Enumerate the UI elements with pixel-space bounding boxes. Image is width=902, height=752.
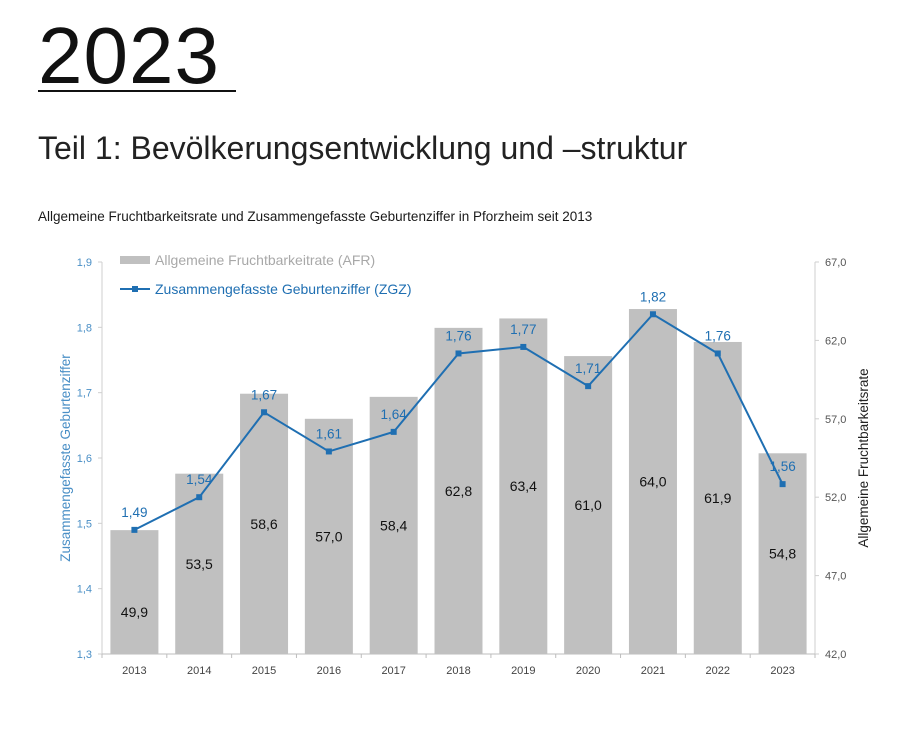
- bar-value-label: 62,8: [445, 483, 472, 499]
- x-axis-tick-label: 2015: [252, 665, 276, 677]
- left-axis-tick-label: 1,3: [77, 649, 92, 661]
- legend-label-afr: Allgemeine Fruchtbarkeitrate (AFR): [155, 252, 375, 268]
- zgz-value-label: 1,61: [316, 426, 342, 441]
- x-axis-tick-label: 2021: [641, 665, 665, 677]
- combo-chart: 1,3 1,4 1,5 1,6 1,7 1,8 1,9 42,0 47,0 52,0 57,0 62,…: [58, 252, 871, 677]
- zgz-value-label: 1,54: [186, 472, 213, 487]
- bar-value-label: 49,9: [121, 604, 148, 620]
- bar-2013: [110, 530, 159, 654]
- zgz-value-label: 1,56: [769, 459, 795, 474]
- bar-value-label: 63,4: [510, 478, 537, 494]
- x-axis-tick-label: 2016: [317, 665, 341, 677]
- left-axis-tick-label: 1,7: [77, 388, 92, 400]
- bar-2019: [499, 318, 548, 654]
- bar-2020: [564, 356, 613, 654]
- bar-value-label: 61,9: [704, 490, 731, 506]
- zgz-value-label: 1,77: [510, 322, 536, 337]
- x-axis-tick-label: 2013: [122, 665, 146, 677]
- zgz-point-2019: [520, 343, 527, 350]
- left-axis-tick-label: 1,5: [77, 518, 92, 530]
- legend-swatch-zgz-marker: [132, 286, 138, 292]
- chart-axes: 1,3 1,4 1,5 1,6 1,7 1,8 1,9 42,0 47,0 52,0 57,0 62,…: [58, 257, 871, 677]
- bar-2014: [175, 473, 224, 654]
- zgz-value-label: 1,67: [251, 387, 277, 402]
- zgz-point-2013: [131, 526, 138, 533]
- legend-swatch-afr: [120, 256, 150, 264]
- zgz-value-label: 1,76: [705, 328, 731, 343]
- x-axis-tick-label: 2022: [706, 665, 730, 677]
- x-axis-tick-label: 2018: [446, 665, 470, 677]
- year-heading-underline: [38, 90, 236, 92]
- bar-2016: [304, 418, 353, 654]
- zgz-point-2022: [714, 350, 721, 357]
- zgz-point-2017: [390, 428, 397, 435]
- bar-2015: [240, 393, 289, 654]
- bar-value-label: 61,0: [575, 497, 602, 513]
- zgz-value-label: 1,82: [640, 289, 666, 304]
- right-axis-tick-label: 67,0: [825, 257, 846, 269]
- bar-2021: [628, 309, 677, 654]
- x-axis-tick-label: 2023: [770, 665, 794, 677]
- bar-value-label: 57,0: [315, 528, 342, 544]
- zgz-point-2014: [196, 494, 203, 501]
- bar-2022: [693, 341, 742, 654]
- zgz-value-label: 1,49: [121, 505, 147, 520]
- bar-2017: [369, 396, 418, 654]
- bar-value-label: 58,4: [380, 517, 407, 533]
- chart-legend: Allgemeine Fruchtbarkeitrate (AFR) Zusamm…: [120, 252, 412, 297]
- zgz-value-label: 1,76: [445, 328, 471, 343]
- right-axis-tick-label: 62,0: [825, 335, 846, 347]
- zgz-value-label: 1,71: [575, 361, 601, 376]
- left-axis-tick-label: 1,6: [77, 453, 92, 465]
- right-axis-tick-label: 57,0: [825, 414, 846, 426]
- zgz-point-2021: [649, 311, 656, 318]
- bar-series: 49,9 53,5 58,6 57,0 58,4 62,8 63,4 61,0 64,0 61,9…: [110, 309, 807, 654]
- bar-value-label: 58,6: [250, 516, 277, 532]
- legend-label-zgz: Zusammengefasste Geburtenziffer (ZGZ): [155, 281, 412, 297]
- x-axis-tick-label: 2014: [187, 665, 211, 677]
- chart-caption: Allgemeine Fruchtbarkeitsrate und Zusamm…: [38, 209, 593, 224]
- left-axis-title: Zusammengefasste Geburtenziffer: [58, 354, 73, 562]
- left-axis-tick-label: 1,8: [77, 322, 92, 334]
- section-heading: Teil 1: Bevölkerungsentwicklung und –str…: [38, 130, 688, 166]
- year-heading: 2023: [38, 11, 220, 100]
- right-axis-title: Allgemeine Fruchtbarkeitsrate: [856, 368, 871, 547]
- bar-value-label: 53,5: [186, 556, 213, 572]
- zgz-point-2015: [261, 409, 268, 416]
- zgz-value-label: 1,64: [381, 407, 408, 422]
- bar-value-label: 54,8: [769, 546, 796, 562]
- bar-2018: [434, 327, 483, 654]
- zgz-point-2023: [779, 481, 786, 488]
- zgz-point-2016: [325, 448, 332, 455]
- right-axis-tick-label: 52,0: [825, 492, 846, 504]
- x-axis-tick-label: 2020: [576, 665, 600, 677]
- zgz-point-2020: [585, 383, 592, 390]
- x-axis-tick-label: 2019: [511, 665, 535, 677]
- x-axis-tick-label: 2017: [381, 665, 405, 677]
- zgz-point-2018: [455, 350, 462, 357]
- line-series: 1,49 1,54 1,67 1,61 1,64 1,76 1,77 1,71 1,82 1,76…: [121, 289, 796, 533]
- bar-value-label: 64,0: [639, 474, 666, 490]
- left-axis-tick-label: 1,4: [77, 584, 92, 596]
- right-axis-tick-label: 47,0: [825, 571, 846, 583]
- left-axis-tick-label: 1,9: [77, 257, 92, 269]
- right-axis-tick-label: 42,0: [825, 649, 846, 661]
